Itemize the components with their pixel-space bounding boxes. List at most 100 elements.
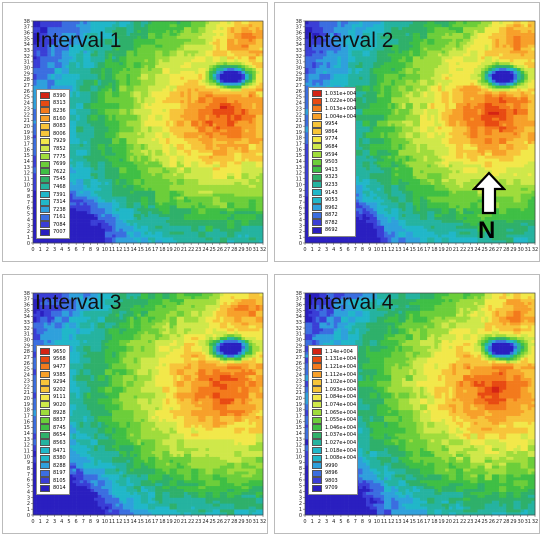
heatmap-cell [237,184,242,188]
heatmap-cell [76,181,81,185]
heatmap-cell [219,143,224,147]
heatmap-cell [144,96,149,101]
heatmap-cell [151,82,156,86]
heatmap-cell [122,240,127,244]
heatmap-cell [176,111,181,115]
heatmap-cell [230,143,235,147]
heatmap-cell [205,76,210,80]
heatmap-cell [165,108,170,112]
heatmap-cell [133,105,138,109]
heatmap-cell [119,117,124,121]
heatmap-cell [79,164,84,168]
heatmap-cell [130,85,134,89]
heatmap-cell [108,73,113,77]
heatmap-cell [191,137,196,142]
heatmap-cell [108,64,113,69]
heatmap-cell [212,61,217,66]
heatmap-cell [94,47,98,51]
heatmap-cell [209,126,213,130]
heatmap-cell [255,222,260,226]
heatmap-cell [112,35,116,39]
x-tick-label: 9 [96,247,99,253]
heatmap-cell [140,161,145,165]
heatmap-cell [248,231,253,235]
heatmap-cell [216,76,221,80]
heatmap-cell [245,158,249,162]
heatmap-cell [245,213,249,218]
heatmap-cell [180,237,185,241]
heatmap-cell [126,207,131,212]
heatmap-cell [201,225,206,229]
heatmap-cell [140,172,145,177]
heatmap-cell [248,187,253,191]
heatmap-cell [108,99,113,104]
heatmap-cell [219,134,224,139]
heatmap-cell [227,32,231,36]
heatmap-cell [140,155,145,159]
heatmap-cell [194,120,199,124]
heatmap-cell [248,88,253,92]
heatmap-cell [140,47,145,51]
heatmap-cell [216,231,221,235]
heatmap-cell [33,190,37,194]
heatmap-cell [108,47,113,51]
heatmap-cell [209,240,213,244]
heatmap-cell [68,222,73,226]
heatmap-cell [227,132,231,136]
heatmap-cell [137,64,142,69]
heatmap-cell [252,44,257,48]
heatmap-cell [241,132,246,136]
heatmap-cell [126,56,131,60]
heatmap-cell [112,88,116,92]
heatmap-cell [212,202,217,206]
heatmap-cell [255,202,260,206]
heatmap-cell [140,35,145,39]
heatmap-cell [230,47,235,51]
heatmap-cell [68,234,73,238]
heatmap-cell [104,91,109,95]
heatmap-cell [223,70,228,74]
heatmap-cell [205,216,210,220]
heatmap-cell [176,21,181,25]
heatmap-cell [227,219,231,223]
heatmap-cell [248,137,253,142]
heatmap-cell [115,202,120,206]
heatmap-cell [255,105,260,109]
heatmap-cell [144,50,149,54]
heatmap-cell [248,96,253,101]
heatmap-cell [155,167,160,171]
heatmap-cell [94,216,98,220]
heatmap-cell [165,193,170,197]
heatmap-cell [252,26,257,31]
heatmap-cell [216,199,221,203]
heatmap-cell [54,61,59,66]
heatmap-cell [86,205,91,209]
heatmap-cell [140,53,145,57]
heatmap-cell [140,38,145,42]
heatmap-cell [94,134,98,139]
heatmap-cell [173,102,178,107]
heatmap-cell [79,32,84,36]
heatmap-cell [180,213,185,218]
heatmap-cell [180,129,185,133]
heatmap-cell [201,167,206,171]
heatmap-cell [108,96,113,101]
heatmap-cell [219,193,224,197]
heatmap-cell [112,199,116,203]
heatmap-cell [151,96,156,101]
heatmap-cell [101,134,106,139]
heatmap-cell [241,158,246,162]
heatmap-cell [252,193,257,197]
heatmap-cell [76,123,81,127]
heatmap-cell [162,35,167,39]
heatmap-cell [212,129,217,133]
heatmap-cell [176,161,181,165]
heatmap-cell [90,178,95,182]
heatmap-cell [219,240,224,244]
heatmap-cell [209,35,213,39]
heatmap-cell [173,26,178,31]
heatmap-cell [209,164,213,168]
heatmap-cell [198,99,203,104]
heatmap-cell [255,76,260,80]
heatmap-cell [130,169,134,174]
